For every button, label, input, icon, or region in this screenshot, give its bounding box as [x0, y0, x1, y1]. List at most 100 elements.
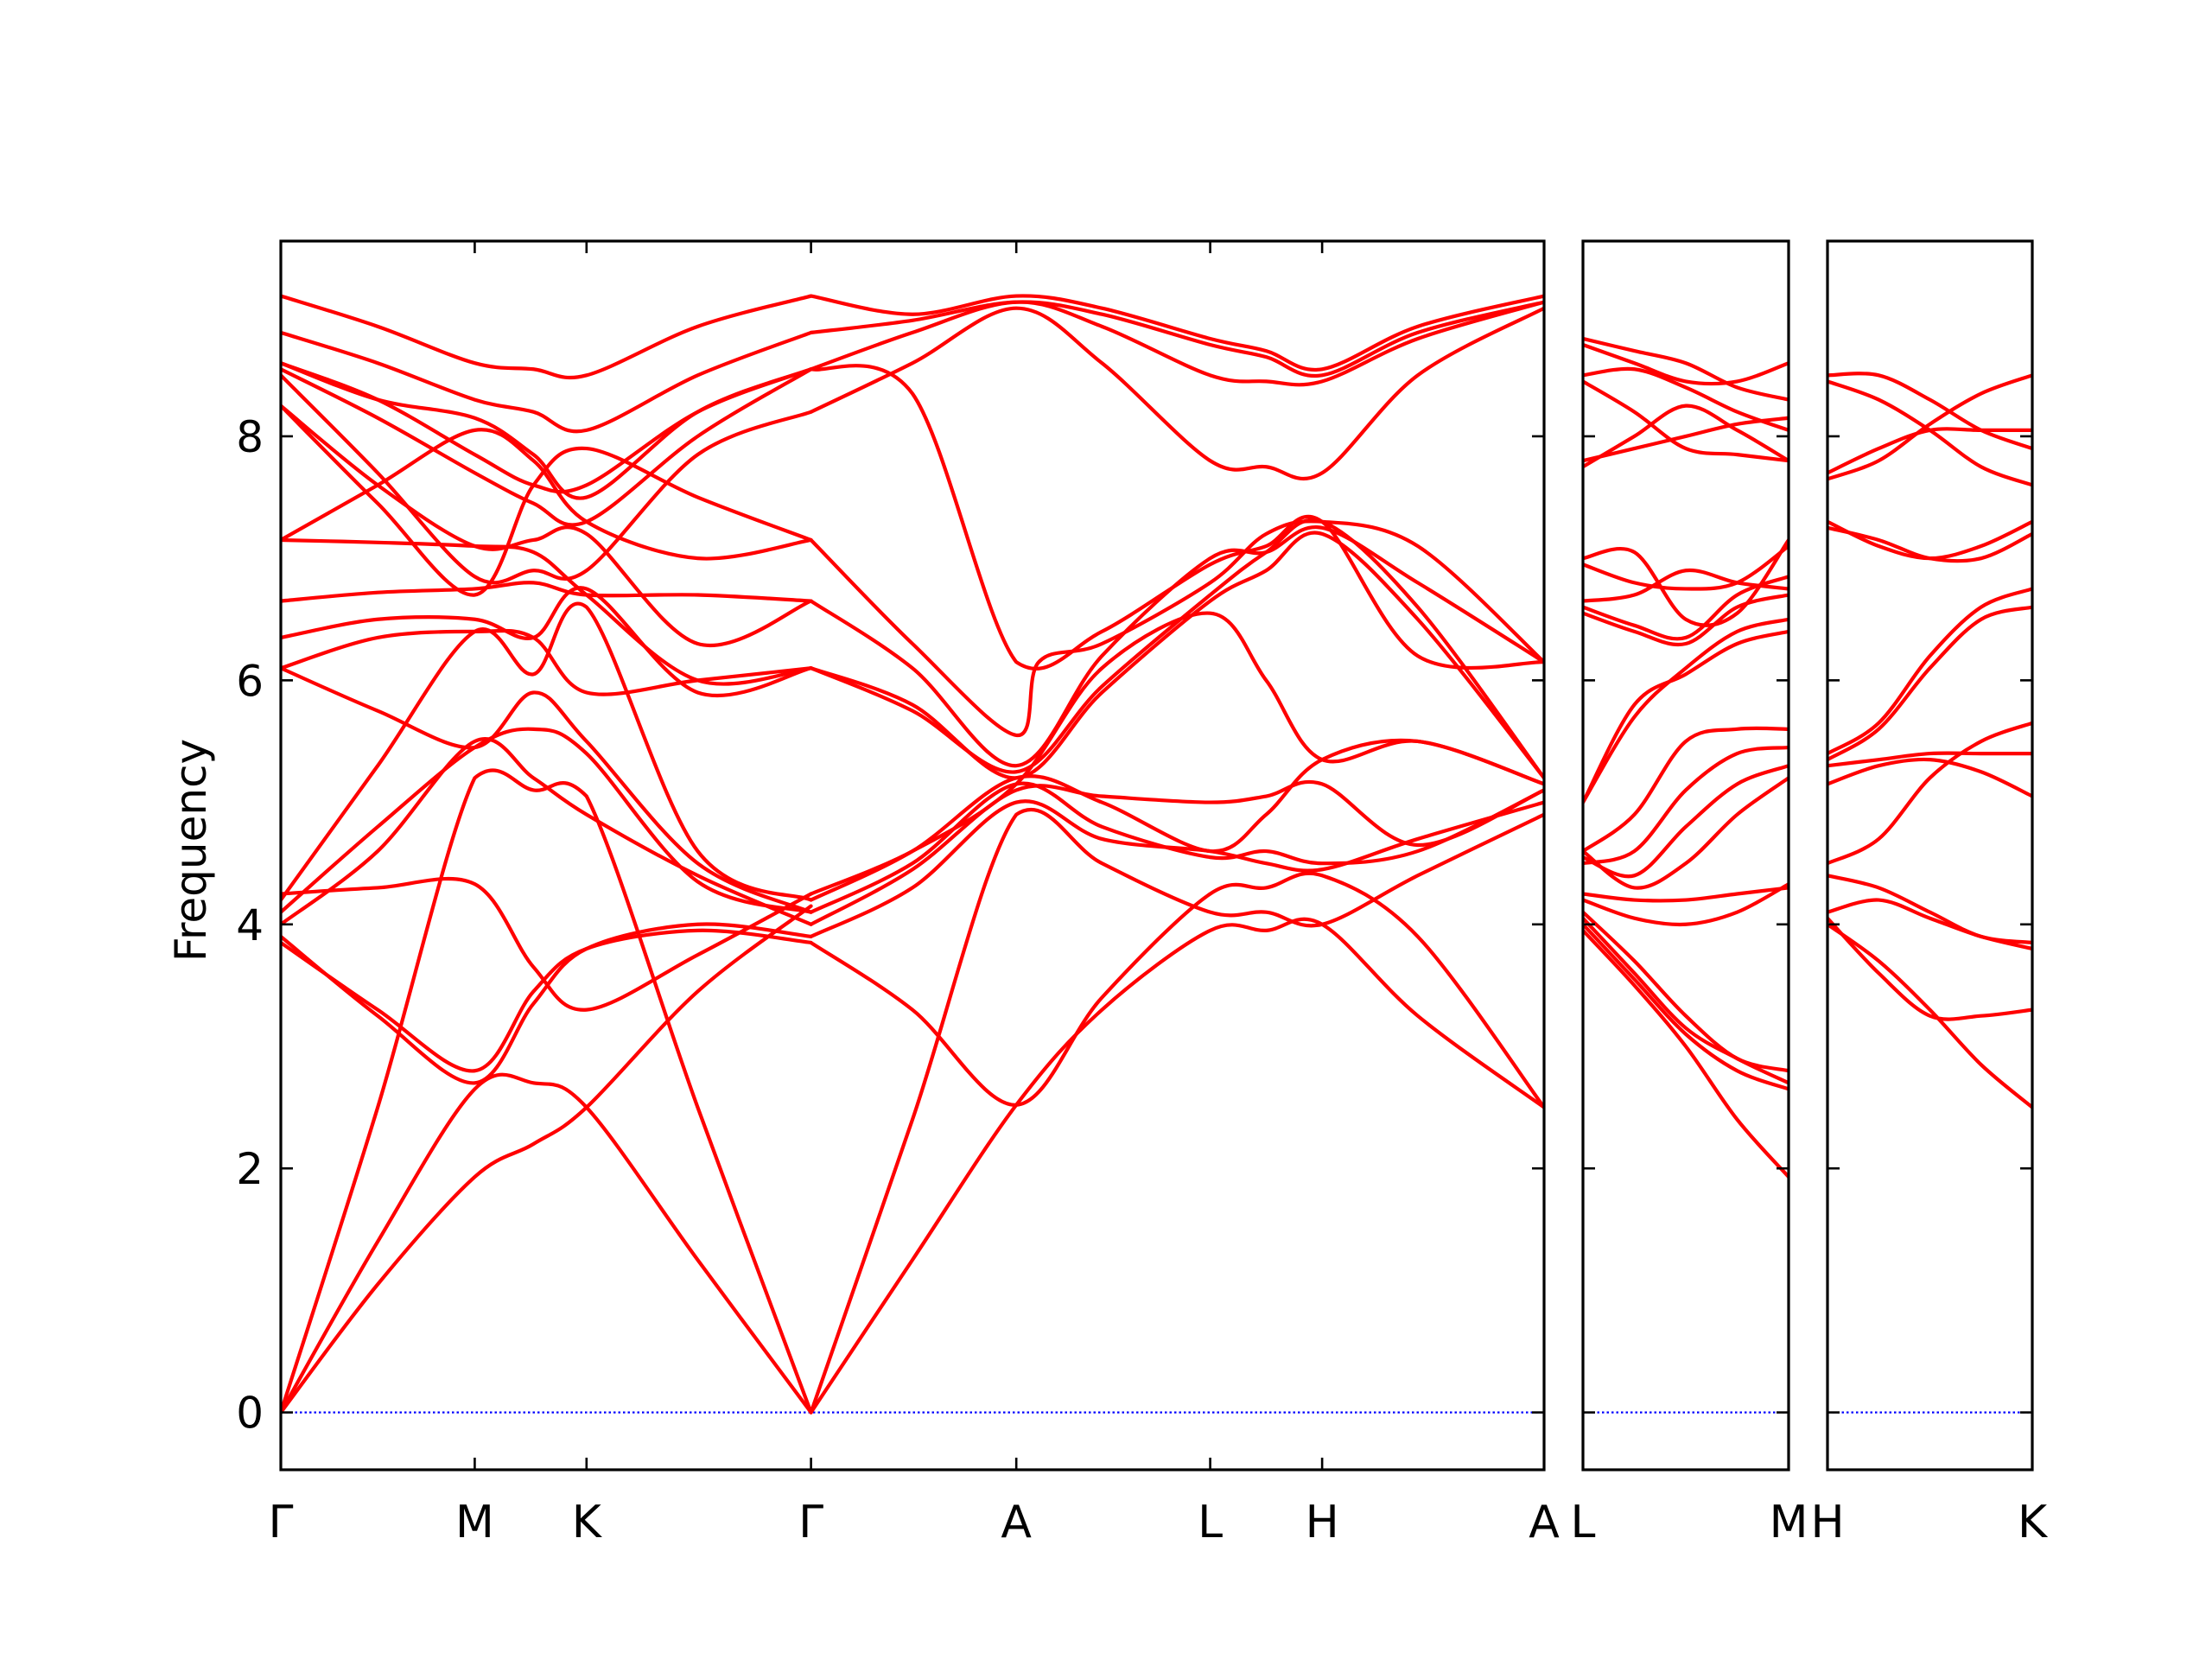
- band-line: [281, 737, 813, 926]
- band-line: [809, 524, 1544, 768]
- band-line: [1827, 519, 2032, 561]
- band-line: [1827, 372, 2032, 451]
- band-line: [1583, 886, 1789, 903]
- band-line: [1827, 427, 2032, 475]
- panel-frame: [1581, 239, 1790, 1471]
- band-line: [809, 294, 1544, 372]
- band-line: [809, 807, 1544, 1414]
- x-tick-label: A: [1529, 1497, 1560, 1548]
- band-line: [1583, 379, 1789, 463]
- band-line: [1583, 882, 1789, 927]
- band-line: [809, 611, 1544, 896]
- band-line: [809, 781, 1544, 914]
- band-line: [1827, 605, 2032, 762]
- band-group: [1583, 336, 1789, 1179]
- band-line: [809, 779, 1544, 926]
- band-line: [1827, 721, 2032, 866]
- band-line: [1583, 575, 1789, 641]
- band-line: [1583, 336, 1789, 402]
- band-line: [809, 738, 1544, 902]
- band-line: [1583, 629, 1789, 804]
- band-line: [809, 364, 1544, 671]
- band-line: [809, 799, 1544, 939]
- band-line: [809, 531, 1544, 780]
- band-line: [281, 768, 813, 1414]
- x-tick-label: M: [1770, 1497, 1808, 1548]
- band-line: [1583, 366, 1789, 432]
- x-tick-label: K: [572, 1497, 603, 1548]
- band-line: [1583, 593, 1789, 647]
- band-line: [809, 306, 1544, 481]
- band-line: [1827, 874, 2032, 945]
- band-line: [1583, 910, 1789, 1073]
- band-line: [281, 537, 813, 686]
- x-tick-label: Γ: [269, 1497, 294, 1548]
- band-line: [1583, 617, 1789, 804]
- band-line: [281, 404, 813, 647]
- band-line: [281, 367, 813, 527]
- band-line: [281, 922, 813, 1085]
- band-line: [1827, 379, 2032, 487]
- band-line: [281, 361, 813, 500]
- band-line: [1583, 416, 1789, 463]
- y-tick-label: 6: [236, 656, 264, 706]
- band-line: [281, 928, 813, 1073]
- band-line: [1827, 373, 2032, 481]
- band-line: [1827, 916, 2032, 1021]
- band-line: [809, 519, 1544, 738]
- band-line: [1583, 568, 1789, 603]
- band-line: [281, 404, 813, 597]
- band-line: [809, 917, 1544, 1414]
- band-line: [281, 428, 813, 561]
- band-line: [1583, 726, 1789, 854]
- band-line: [1827, 922, 2032, 1109]
- x-tick-label: Γ: [798, 1497, 823, 1548]
- panel-frame: [1826, 239, 2034, 1471]
- y-tick-label: 8: [236, 412, 264, 462]
- band-line: [281, 581, 813, 603]
- band-line: [1583, 342, 1789, 386]
- x-tick-label: L: [1198, 1497, 1223, 1548]
- band-line: [1583, 537, 1789, 627]
- band-line: [281, 373, 813, 585]
- x-tick-label: H: [1306, 1497, 1339, 1548]
- x-tick-label: K: [2018, 1497, 2049, 1548]
- band-line: [1827, 525, 2032, 563]
- x-tick-label: A: [1001, 1497, 1032, 1548]
- band-line: [281, 601, 813, 902]
- panel-1: Γ M K Γ A L H A 0 2 4 6 8: [236, 239, 1560, 1548]
- band-line: [281, 586, 813, 698]
- x-tick-label: L: [1571, 1497, 1596, 1548]
- x-tick-label: M: [455, 1497, 494, 1548]
- band-line: [809, 871, 1544, 1109]
- band-line: [281, 876, 813, 1012]
- band-group: [281, 294, 1544, 1414]
- band-line: [809, 300, 1544, 378]
- band-group: [1827, 372, 2032, 1109]
- y-tick-label: 0: [236, 1389, 264, 1439]
- band-line: [1583, 922, 1789, 1091]
- panel-frame: [279, 239, 1546, 1471]
- band-line: [1827, 587, 2032, 756]
- band-line: [1583, 916, 1789, 1085]
- band-line: [281, 294, 813, 380]
- band-line: [1583, 745, 1789, 866]
- band-line: [1827, 751, 2032, 768]
- band-line: [281, 904, 813, 1414]
- band-line: [1583, 543, 1789, 591]
- band-line: [809, 518, 1544, 780]
- band-line: [1827, 757, 2032, 798]
- y-tick-label: 4: [236, 900, 264, 950]
- band-line: [281, 1072, 813, 1414]
- band-line: [1583, 776, 1789, 890]
- band-line: [809, 300, 1544, 387]
- band-line: [281, 666, 813, 914]
- band-line: [1583, 928, 1789, 1179]
- band-line: [1583, 764, 1789, 879]
- band-line: [1583, 404, 1789, 469]
- band-line: [281, 330, 813, 434]
